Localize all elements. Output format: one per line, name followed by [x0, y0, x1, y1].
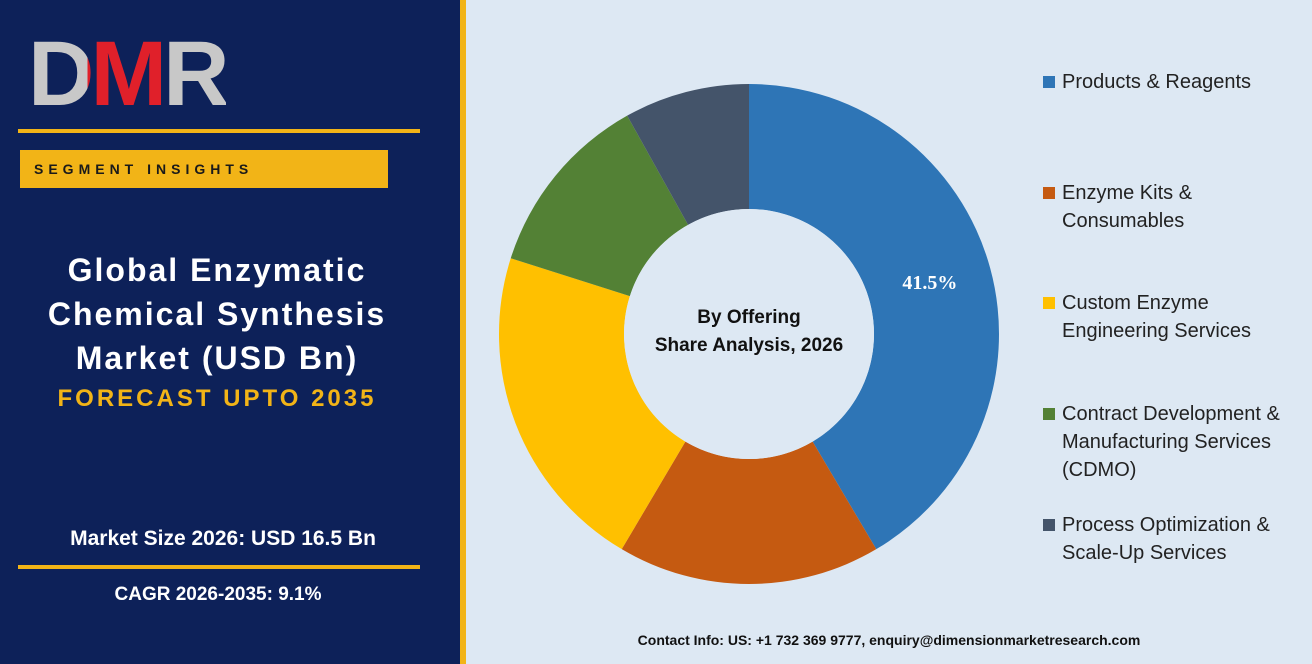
legend-label: Products & Reagents — [1062, 71, 1251, 93]
main-title: Global Enzymatic Chemical Synthesis Mark… — [47, 252, 387, 376]
donut-hole — [624, 209, 874, 459]
left-panel — [0, 0, 460, 664]
donut-segment — [621, 441, 877, 585]
donut-segment — [510, 115, 689, 297]
legend-label: Process Optimization & Scale-Up Services — [1062, 514, 1270, 564]
legend-swatch — [1043, 187, 1055, 199]
cagr: CAGR 2026-2035: 9.1% — [114, 584, 322, 605]
legend-item: Contract Development & Manufacturing Ser… — [1043, 400, 1287, 484]
legend-swatch — [1043, 297, 1055, 309]
forecast: FORECAST UPTO 2035 — [57, 385, 377, 412]
segment-tag: SEGMENT INSIGHTS — [20, 150, 388, 188]
legend-item: Process Optimization & Scale-Up Services — [1043, 511, 1287, 567]
legend-item: Products & Reagents — [1043, 68, 1287, 96]
legend-label: Enzyme Kits & Consumables — [1062, 182, 1193, 232]
divider — [18, 129, 420, 133]
chart-title: By Offering — [697, 307, 800, 328]
chart-subtitle: Share Analysis, 2026 — [655, 335, 843, 356]
legend-item: Custom Enzyme Engineering Services — [1043, 289, 1287, 345]
divider — [18, 565, 420, 569]
accent-strip — [460, 0, 466, 664]
legend-label: Custom Enzyme Engineering Services — [1062, 292, 1251, 342]
logo: DMR — [28, 23, 230, 125]
legend-item: Enzyme Kits & Consumables — [1043, 179, 1287, 235]
market-size: Market Size 2026: USD 16.5 Bn — [70, 527, 376, 550]
legend-label: Contract Development & Manufacturing Ser… — [1062, 403, 1280, 481]
donut-segment — [499, 258, 686, 550]
legend-swatch — [1043, 76, 1055, 88]
value-label: 41.5% — [902, 272, 957, 294]
donut-segment — [627, 84, 749, 225]
legend-swatch — [1043, 408, 1055, 420]
donut-segment — [749, 84, 999, 550]
legend-swatch — [1043, 519, 1055, 531]
contact: Contact Info: US: +1 732 369 9777, enqui… — [637, 632, 1141, 648]
